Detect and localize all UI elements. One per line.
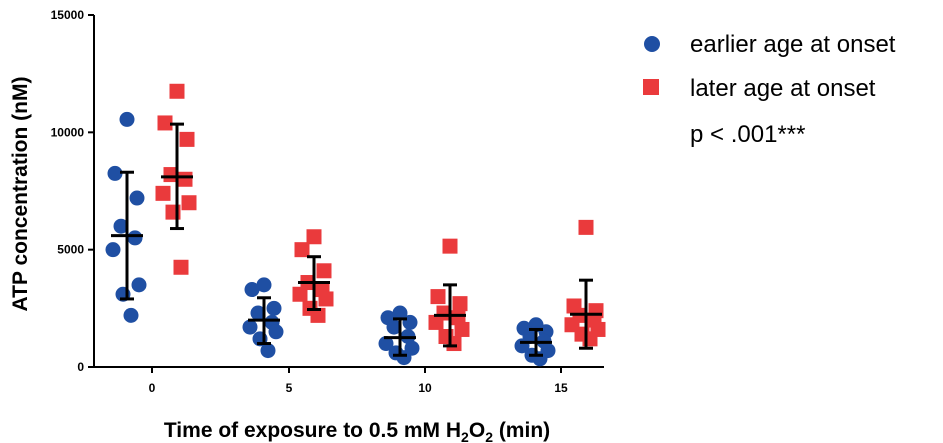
data-point-earlier [242, 319, 258, 335]
data-point-earlier [244, 282, 260, 298]
y-tick-label: 5000 [57, 243, 84, 257]
data-point-earlier [250, 305, 266, 321]
data-point-earlier [392, 305, 408, 321]
x-ticks: 0 5 10 15 [149, 367, 568, 395]
data-points [105, 83, 606, 367]
data-point-later [179, 131, 195, 147]
data-point-later [578, 219, 594, 235]
legend-label-earlier: earlier age at onset [690, 31, 896, 58]
data-point-earlier [127, 230, 143, 246]
data-point-later [454, 321, 470, 337]
p-value-annotation: p < .001*** [690, 121, 805, 148]
data-point-later [442, 238, 458, 254]
axes [93, 15, 604, 368]
data-point-later [306, 229, 322, 245]
data-point-earlier [107, 165, 123, 181]
data-point-later [428, 314, 444, 330]
data-point-earlier [266, 300, 282, 316]
legend-marker-earlier [644, 36, 660, 52]
data-point-later [310, 307, 326, 323]
data-point-earlier [260, 343, 276, 359]
data-point-later [155, 185, 171, 201]
data-point-earlier [402, 314, 418, 330]
data-point-later [181, 195, 197, 211]
data-point-earlier [129, 190, 145, 206]
data-point-earlier [256, 277, 272, 293]
y-tick-label: 10000 [51, 125, 85, 139]
data-point-earlier [113, 218, 129, 234]
legend: earlier age at onset later age at onset … [643, 31, 896, 148]
y-ticks: 0 5000 10000 15000 [51, 8, 94, 374]
legend-label-later: later age at onset [690, 75, 876, 102]
data-point-earlier [119, 111, 135, 127]
x-tick-label: 5 [286, 381, 293, 395]
y-axis-title: ATP concentration (nM) [9, 77, 32, 312]
data-point-earlier [131, 277, 147, 293]
x-tick-label: 10 [418, 381, 432, 395]
data-point-later [157, 115, 173, 131]
data-point-later [169, 83, 185, 99]
data-point-later [173, 259, 189, 275]
data-point-earlier [105, 242, 121, 258]
data-point-later [452, 296, 468, 312]
data-point-earlier [378, 336, 394, 352]
x-axis-title: Time of exposure to 0.5 mM H2O2 (min) [164, 419, 550, 443]
data-point-earlier [268, 324, 284, 340]
x-tick-label: 0 [149, 381, 156, 395]
data-point-earlier [123, 307, 139, 323]
data-point-later [316, 263, 332, 279]
data-point-later [292, 286, 308, 302]
y-tick-label: 0 [77, 360, 84, 374]
x-tick-label: 15 [554, 381, 568, 395]
y-tick-label: 15000 [51, 8, 85, 22]
legend-marker-later [643, 79, 659, 95]
data-point-later [294, 242, 310, 258]
data-point-later [430, 289, 446, 305]
data-point-later [177, 171, 193, 187]
data-point-earlier [386, 319, 402, 335]
data-point-later [318, 291, 334, 307]
mean-sd-bars [111, 122, 602, 357]
